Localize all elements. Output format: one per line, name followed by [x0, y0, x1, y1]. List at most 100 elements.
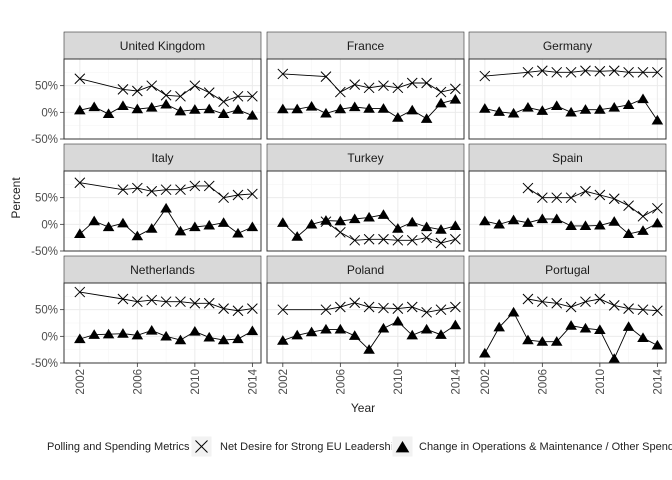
data-point-triangle	[131, 329, 144, 340]
cross-stroke	[435, 86, 447, 98]
data-point-triangle	[217, 334, 230, 345]
cross-stroke	[421, 306, 432, 318]
data-point-cross	[565, 192, 577, 204]
data-point-triangle	[420, 323, 433, 334]
data-point-triangle	[102, 221, 115, 232]
cross-stroke	[421, 77, 432, 89]
x-tick-label: 2006	[537, 369, 549, 395]
cross-stroke	[580, 65, 591, 77]
data-point-triangle	[637, 332, 649, 343]
data-point-cross	[536, 65, 548, 77]
cross-stroke	[652, 202, 663, 214]
data-point-cross	[392, 234, 404, 246]
data-point-triangle	[203, 103, 216, 114]
data-point-cross	[363, 233, 375, 245]
data-point-triangle	[217, 217, 230, 227]
data-point-triangle	[145, 102, 158, 112]
data-point-triangle	[608, 353, 621, 363]
panel-netherlands: Netherlands -50% 0% 50% 2002 2006 2010 2014	[31, 255, 262, 395]
data-point-cross	[117, 184, 129, 196]
panel-border	[266, 282, 465, 364]
cross-stroke	[363, 301, 375, 313]
data-point-triangle	[579, 322, 592, 333]
data-point-cross	[189, 80, 201, 92]
cross-stroke	[117, 293, 129, 305]
data-point-triangle	[594, 324, 606, 335]
cross-stroke	[378, 233, 389, 245]
x-tick-label: 2002	[75, 369, 87, 395]
cross-stroke	[637, 210, 649, 222]
cross-stroke	[594, 65, 606, 77]
cross-stroke	[131, 85, 143, 97]
cross-stroke	[349, 297, 361, 309]
data-point-cross	[406, 234, 418, 246]
data-point-triangle	[203, 219, 216, 230]
data-point-triangle	[392, 315, 404, 326]
data-point-cross	[175, 90, 186, 102]
cross-stroke	[522, 66, 534, 78]
data-point-cross	[450, 301, 461, 313]
data-point-cross	[378, 302, 389, 314]
data-point-cross	[608, 65, 620, 77]
data-point-triangle	[435, 224, 447, 234]
data-point-triangle	[420, 113, 433, 123]
data-point-triangle	[622, 228, 635, 239]
data-point-cross	[623, 66, 634, 78]
data-point-cross	[160, 89, 172, 101]
data-point-triangle	[377, 322, 390, 333]
data-point-triangle	[131, 103, 144, 114]
panel-germany: Germany	[468, 31, 667, 140]
cross-stroke	[392, 303, 404, 314]
data-point-triangle	[651, 339, 664, 350]
panel-border	[468, 58, 667, 140]
cross-stroke	[74, 73, 86, 85]
data-point-triangle	[277, 217, 289, 227]
cross-stroke	[522, 293, 534, 305]
data-point-triangle	[651, 217, 664, 228]
cross-stroke	[218, 192, 229, 204]
data-point-cross	[565, 66, 577, 78]
cross-stroke	[349, 79, 361, 90]
cross-stroke	[536, 192, 548, 204]
data-point-cross	[551, 66, 563, 78]
cross-stroke	[160, 296, 172, 308]
data-point-cross	[378, 233, 389, 245]
cross-stroke	[334, 226, 346, 238]
cross-stroke	[363, 82, 375, 94]
cross-stroke	[450, 83, 461, 95]
data-point-cross	[450, 83, 461, 95]
data-point-cross	[131, 182, 143, 194]
data-point-cross	[378, 80, 389, 92]
data-point-triangle	[507, 306, 520, 317]
data-point-triangle	[449, 220, 462, 231]
series-line-eu-leadership	[527, 298, 658, 312]
cross-stroke	[378, 80, 389, 92]
x-tick-label: 2006	[132, 369, 144, 395]
cross-stroke	[435, 304, 447, 316]
data-point-triangle	[320, 215, 332, 225]
cross-stroke	[146, 80, 158, 92]
data-point-cross	[189, 297, 201, 309]
y-tick-label: -50%	[31, 358, 58, 370]
data-point-cross	[580, 65, 591, 77]
cross-stroke	[195, 440, 208, 453]
data-point-triangle	[493, 218, 505, 229]
data-point-cross	[247, 90, 258, 102]
cross-stroke	[232, 305, 244, 317]
cross-stroke	[637, 66, 649, 78]
data-point-triangle	[507, 214, 520, 225]
cross-stroke	[378, 302, 389, 314]
data-point-cross	[232, 189, 244, 201]
cross-stroke	[551, 297, 563, 309]
x-tick-label: 2010	[393, 369, 405, 395]
data-point-cross	[580, 185, 591, 197]
data-point-triangle	[117, 217, 129, 228]
data-point-triangle	[74, 228, 86, 239]
panel-border	[266, 170, 465, 252]
cross-stroke	[175, 296, 186, 308]
data-point-triangle	[550, 100, 563, 111]
cross-stroke	[565, 192, 577, 204]
legend-key-triangle	[391, 435, 414, 458]
y-tick-label: 0%	[41, 107, 58, 119]
data-point-triangle	[522, 102, 534, 112]
